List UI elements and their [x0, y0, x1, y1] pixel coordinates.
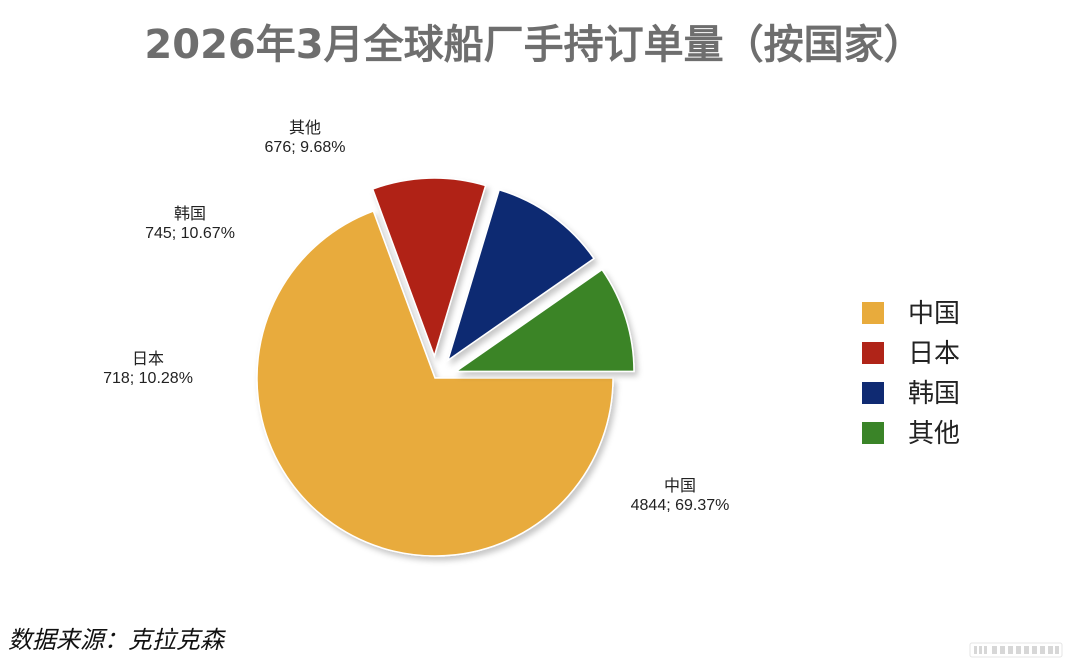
slice-label-value: 745; 10.67%: [145, 225, 235, 242]
slice-label-name: 韩国: [174, 205, 206, 223]
legend-item-2: 日本: [862, 339, 960, 369]
pie-slice-4: [453, 268, 635, 373]
pie-slice-1: [256, 210, 614, 557]
slice-label-value: 4844; 69.37%: [631, 497, 730, 514]
slice-label-name: 日本: [132, 350, 164, 368]
slice-label-3: 韩国 745; 10.67%: [145, 205, 235, 242]
legend-label: 韩国: [908, 379, 960, 409]
pie-slice-3: [446, 188, 596, 363]
slice-label-name: 中国: [664, 477, 696, 495]
legend-item-1: 中国: [862, 299, 960, 329]
legend-swatch: [862, 342, 884, 364]
source-note: 数据来源：克拉克森: [8, 626, 226, 654]
legend-label: 中国: [908, 299, 960, 329]
legend-swatch: [862, 302, 884, 324]
chart-title: 2026年3月全球船厂手持订单量（按国家）: [144, 22, 923, 68]
legend-label: 其他: [908, 419, 960, 449]
pie-slice-labels: 中国 4844; 69.37% 日本 718; 10.28% 韩国 745; 10.67%…: [103, 119, 729, 514]
slice-label-2: 日本 718; 10.28%: [103, 350, 193, 387]
legend-swatch: [862, 422, 884, 444]
pie-slices: [256, 177, 635, 557]
legend-item-3: 韩国: [862, 379, 960, 409]
slice-label-name: 其他: [289, 119, 321, 137]
watermark-logo: [969, 642, 1063, 658]
legend-swatch: [862, 382, 884, 404]
legend-label: 日本: [908, 339, 960, 369]
legend-item-4: 其他: [862, 419, 960, 449]
pie-slice-2: [371, 177, 487, 359]
slice-label-4: 其他 676; 9.68%: [265, 119, 346, 156]
slice-label-value: 718; 10.28%: [103, 370, 193, 387]
slice-label-1: 中国 4844; 69.37%: [631, 477, 730, 514]
slice-label-value: 676; 9.68%: [265, 139, 346, 156]
